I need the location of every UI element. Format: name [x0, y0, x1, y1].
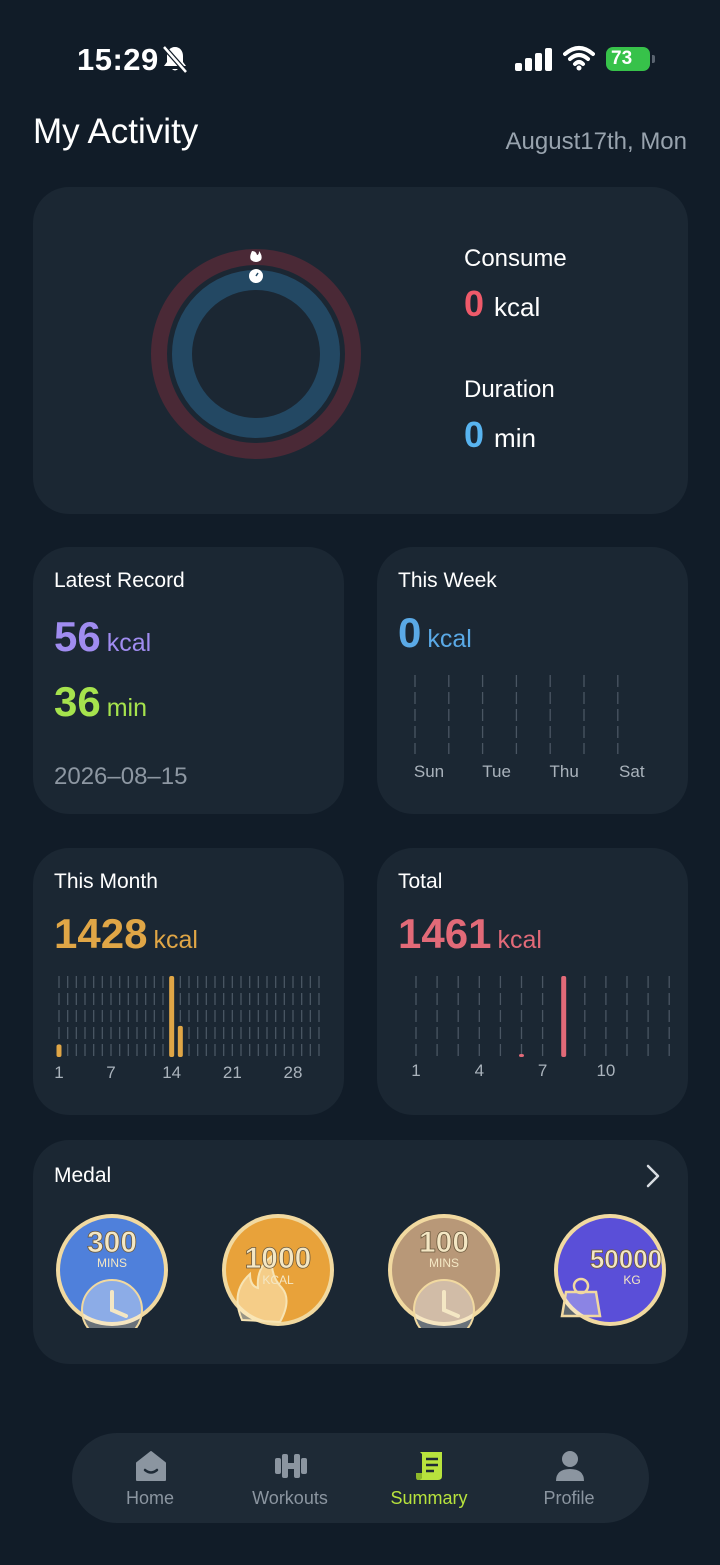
- activity-ring: [151, 249, 361, 459]
- total-chart: 1 4 7 10: [411, 976, 670, 1080]
- clock-icon: [81, 1279, 143, 1328]
- medal-value: 300: [87, 1226, 137, 1259]
- this-week-unit: kcal: [427, 625, 472, 653]
- tab-home[interactable]: Home: [90, 1433, 210, 1523]
- tab-profile[interactable]: Profile: [509, 1433, 629, 1523]
- consume-unit: kcal: [494, 292, 541, 322]
- this-month-card[interactable]: This Month 1428 kcal 1 7 14 21 28: [33, 848, 344, 1115]
- month-tick-label: 28: [284, 1063, 303, 1082]
- tab-summary-label: Summary: [390, 1488, 468, 1508]
- total-title: Total: [398, 870, 443, 893]
- this-month-row: 1428 kcal: [54, 910, 198, 958]
- tab-bar: Home Workouts Summary Profile: [72, 1433, 649, 1523]
- battery-level: 73: [606, 47, 650, 71]
- latest-kcal-row: 56 kcal: [54, 613, 151, 661]
- consume-row: 0 kcal: [464, 283, 540, 325]
- month-bar: [177, 1025, 183, 1057]
- tab-home-label: Home: [125, 1488, 174, 1508]
- total-bar: [561, 976, 567, 1057]
- flame-marker-icon: [250, 251, 262, 262]
- week-day-label: Sun: [414, 762, 444, 781]
- summary-icon: [416, 1452, 442, 1480]
- month-bar: [169, 976, 175, 1057]
- this-month-unit: kcal: [153, 926, 198, 954]
- medal-unit: MINS: [429, 1256, 459, 1270]
- total-unit: kcal: [497, 926, 542, 954]
- month-tick-label: 14: [162, 1063, 181, 1082]
- tab-profile-label: Profile: [543, 1488, 595, 1508]
- month-tick-label: 1: [54, 1063, 63, 1082]
- latest-kcal-unit: kcal: [106, 629, 152, 657]
- total-value: 1461: [398, 910, 492, 957]
- latest-min-row: 36 min: [54, 678, 147, 726]
- latest-record-title: Latest Record: [54, 569, 185, 592]
- total-bar: [519, 1054, 524, 1057]
- latest-record-date: 2026–08–15: [54, 763, 188, 790]
- this-week-value: 0: [398, 609, 422, 656]
- medal-value: 100: [419, 1226, 469, 1259]
- week-day-label: Tue: [482, 762, 511, 781]
- status-bar: 15:29 73: [0, 0, 720, 100]
- profile-icon: [556, 1451, 584, 1481]
- duration-value: 0: [464, 414, 485, 455]
- this-week-title: This Week: [398, 569, 497, 592]
- weight-icon: [560, 1277, 602, 1318]
- latest-min-unit: min: [106, 694, 148, 722]
- latest-min-value: 36: [54, 678, 101, 725]
- total-card[interactable]: Total 1461 kcal 1 4 7 10: [377, 848, 688, 1115]
- this-month-value: 1428: [54, 910, 148, 957]
- medal-unit: MINS: [97, 1256, 127, 1270]
- this-week-chart: Sun Tue Thu Sat: [414, 675, 645, 781]
- duration-row: 0 min: [464, 414, 536, 456]
- latest-kcal-value: 56: [54, 613, 101, 660]
- medal-value: 50000: [590, 1244, 662, 1274]
- page-title: My Activity: [33, 112, 199, 151]
- duration-unit: min: [494, 423, 536, 453]
- status-time: 15:29: [77, 42, 159, 77]
- consume-value: 0: [464, 283, 485, 324]
- this-month-title: This Month: [54, 870, 158, 893]
- medal-title: Medal: [54, 1164, 112, 1187]
- battery-cap: [652, 55, 655, 63]
- chevron-right-icon[interactable]: [645, 1164, 661, 1188]
- month-tick-label: 7: [106, 1063, 115, 1082]
- header-date: August17th, Mon: [505, 128, 687, 155]
- this-week-card[interactable]: This Week 0 kcal Sun Tue Thu Sat: [377, 547, 688, 814]
- cellular-signal-icon: [515, 48, 552, 71]
- medal-value: 1000: [245, 1242, 312, 1275]
- this-month-chart: 1 7 14 21 28: [54, 976, 320, 1082]
- total-tick-label: 1: [411, 1061, 420, 1080]
- wifi-icon: [563, 46, 595, 71]
- timer-marker-icon: [249, 269, 263, 283]
- medal-unit: KG: [623, 1273, 640, 1287]
- tab-workouts-label: Workouts: [252, 1488, 328, 1508]
- total-tick-label: 10: [596, 1061, 615, 1080]
- clock-icon: [413, 1279, 475, 1328]
- home-icon: [136, 1451, 166, 1481]
- bell-muted-icon: [162, 45, 188, 74]
- week-day-label: Thu: [550, 762, 579, 781]
- tab-summary[interactable]: Summary: [369, 1433, 489, 1523]
- latest-record-card[interactable]: Latest Record 56 kcal 36 min 2026–08–15: [33, 547, 344, 814]
- flame-icon: [236, 1253, 288, 1324]
- total-row: 1461 kcal: [398, 910, 542, 958]
- duration-label: Duration: [464, 376, 555, 403]
- week-day-label: Sat: [619, 762, 645, 781]
- total-tick-label: 7: [538, 1061, 547, 1080]
- tab-workouts[interactable]: Workouts: [230, 1433, 350, 1523]
- consume-label: Consume: [464, 245, 567, 272]
- dumbbell-icon: [275, 1454, 307, 1478]
- battery-indicator: 73: [606, 47, 656, 71]
- medal-unit: KCAL: [262, 1273, 294, 1287]
- month-tick-label: 21: [223, 1063, 242, 1082]
- this-week-row: 0 kcal: [398, 609, 472, 657]
- medal-card[interactable]: Medal 300 MINS 1000 KCAL 100 MINS 50000 KG: [33, 1140, 688, 1364]
- activity-card[interactable]: Consume 0 kcal Duration 0 min: [33, 187, 688, 514]
- total-tick-label: 4: [475, 1061, 484, 1080]
- month-bar: [56, 1044, 62, 1057]
